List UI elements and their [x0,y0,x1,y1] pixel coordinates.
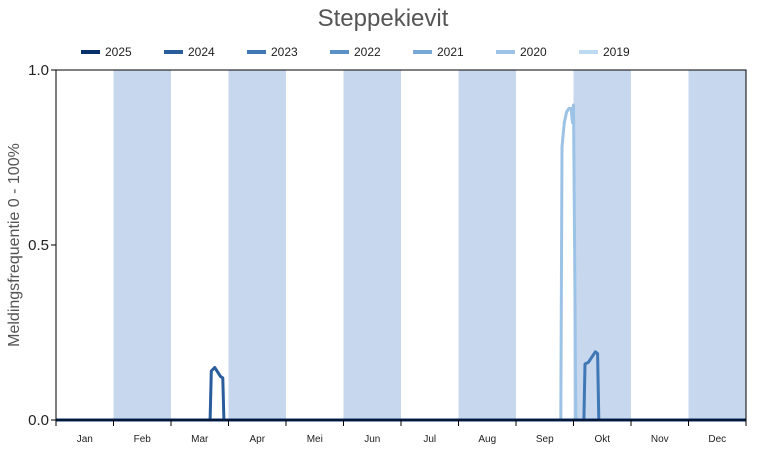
x-tick-label: Jan [77,434,93,445]
month-band-feb [113,70,171,420]
legend-label-2024: 2024 [188,45,215,59]
y-axis-label: Meldingsfrequentie 0 - 100% [6,143,23,347]
x-tick-label: Okt [594,434,610,445]
legend-label-2022: 2022 [354,45,381,59]
month-band-okt [573,70,631,420]
x-tick-label: Aug [478,434,496,445]
y-tick-label: 0.5 [28,237,49,254]
month-band-dec [688,70,746,420]
legend-label-2020: 2020 [520,45,547,59]
x-tick-label: Jul [423,434,436,445]
month-band-aug [458,70,516,420]
x-tick-label: Feb [134,434,152,445]
series-line-2020 [56,103,746,422]
chart-title: Steppekievit [318,5,449,32]
y-axis: 0.0 0.5 1.0 [28,62,56,429]
legend: 2025 2024 2023 2022 2021 2020 2019 [81,45,630,59]
x-tick-label: Nov [651,434,669,445]
series-line-2023 [56,350,746,422]
legend-label-2019: 2019 [603,45,630,59]
x-tick-label: Mar [191,434,209,445]
month-band-jun [343,70,401,420]
x-tick-label: Sep [536,434,554,445]
legend-label-2021: 2021 [437,45,464,59]
x-axis: Jan Feb Mar Apr Mei Jun Jul Aug Sep Okt Nov Dec [55,420,747,445]
month-band-apr [228,70,286,420]
y-tick-label: 1.0 [28,62,49,79]
x-tick-label: Apr [249,434,265,445]
month-bands [113,70,746,420]
x-tick-label: Mei [307,434,323,445]
x-tick-label: Dec [708,434,726,445]
series-line-2024 [56,366,746,422]
x-tick-label: Jun [364,434,380,445]
legend-label-2023: 2023 [271,45,298,59]
legend-label-2025: 2025 [105,45,132,59]
y-tick-label: 0.0 [28,412,49,429]
